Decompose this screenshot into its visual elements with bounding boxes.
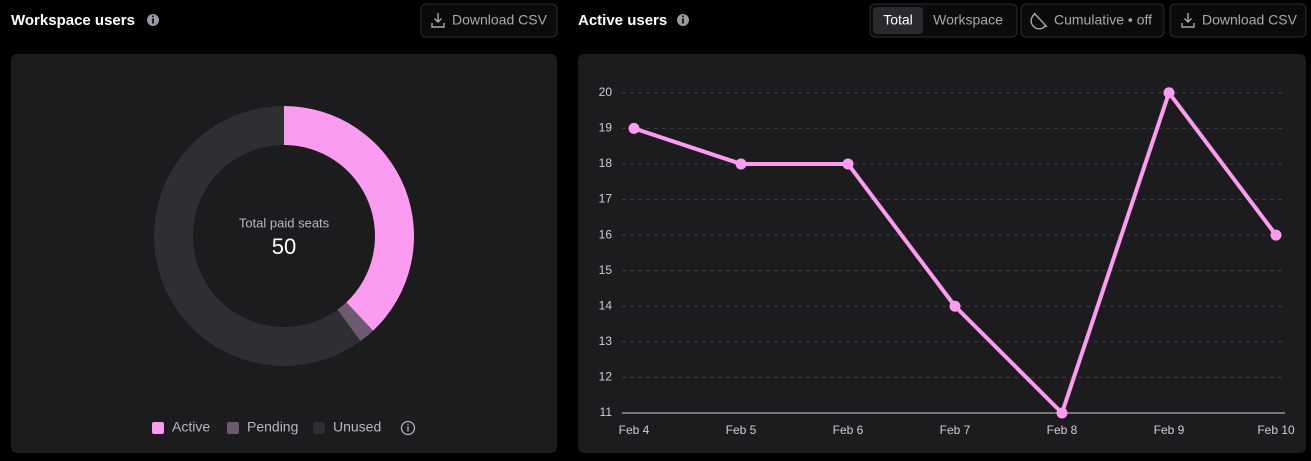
toggle-label: Workspace [933, 12, 1003, 28]
point [1056, 407, 1068, 419]
donut-segment [337, 302, 373, 342]
panel [578, 54, 1306, 453]
panel-title: Active users [578, 12, 667, 29]
button-label: Download CSV [1202, 12, 1298, 28]
download-button[interactable]: Download CSV [420, 3, 558, 38]
toggle-workspace[interactable]: Workspace [933, 12, 1003, 28]
button-label: Cumulative • off [1054, 12, 1152, 28]
point [1163, 87, 1175, 99]
download-button[interactable]: Download CSV [1169, 3, 1307, 38]
center-value: 50 [272, 234, 296, 259]
y-tick-label: 18 [599, 156, 613, 170]
cumulative-button[interactable]: Cumulative • off [1020, 3, 1165, 38]
panel-title: Workspace users [11, 12, 135, 29]
y-tick-label: 19 [599, 121, 613, 135]
y-tick-label: 14 [599, 298, 613, 312]
point [628, 122, 640, 134]
x-tick-label: Feb 9 [1154, 423, 1185, 437]
x-tick-label: Feb 5 [726, 423, 757, 437]
legend-label: Pending [247, 419, 298, 435]
toggle-total[interactable]: Total [873, 7, 923, 34]
legend-label: Unused [333, 419, 381, 435]
panel [11, 54, 557, 453]
legend-swatch [313, 422, 325, 434]
legend-label: Active [172, 419, 210, 435]
x-tick-label: Feb 4 [619, 423, 650, 437]
donut-segment [284, 106, 414, 331]
y-tick-label: 15 [599, 263, 613, 277]
toggle-group: Total Workspace [869, 3, 1018, 38]
point [735, 158, 747, 170]
center-label: Total paid seats [239, 215, 330, 230]
point [842, 158, 854, 170]
y-tick-label: 11 [600, 405, 613, 419]
info-icon[interactable] [677, 14, 689, 26]
legend-swatch [227, 422, 239, 434]
y-tick-label: 13 [599, 334, 613, 348]
x-tick-label: Feb 10 [1257, 423, 1295, 437]
legend-info-icon[interactable] [400, 420, 416, 436]
y-tick-label: 20 [599, 85, 613, 99]
x-tick-label: Feb 7 [940, 423, 971, 437]
info-icon[interactable] [147, 14, 159, 26]
y-tick-label: 12 [599, 370, 613, 384]
x-tick-label: Feb 6 [833, 423, 864, 437]
point [949, 300, 961, 312]
donut-segment [153, 106, 361, 366]
x-tick-label: Feb 8 [1047, 423, 1078, 437]
toggle-label: Total [883, 12, 913, 28]
y-tick-label: 17 [599, 192, 613, 206]
legend-swatch [152, 422, 164, 434]
button-label: Download CSV [452, 12, 548, 28]
y-tick-label: 16 [599, 227, 613, 241]
point [1270, 229, 1282, 241]
